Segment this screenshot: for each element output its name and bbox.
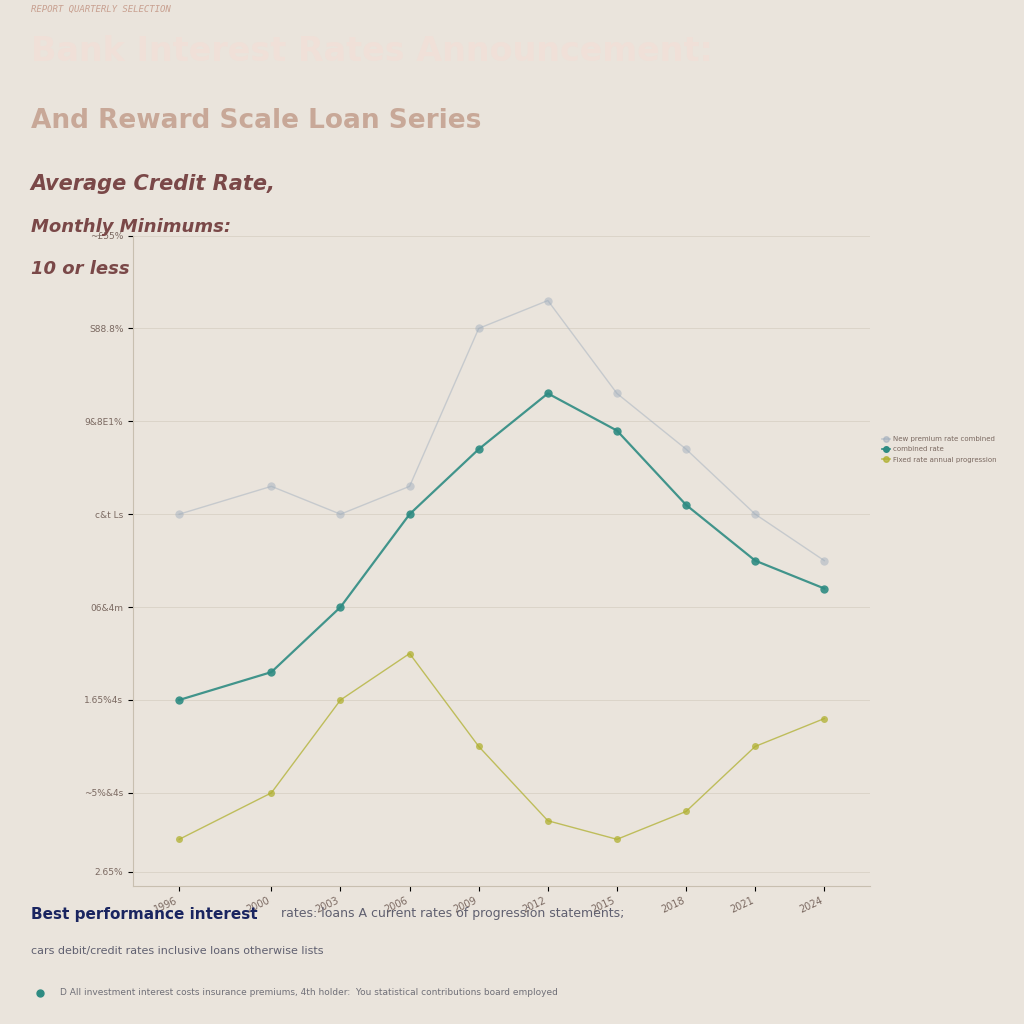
Text: REPORT QUARTERLY SELECTION: REPORT QUARTERLY SELECTION (31, 5, 170, 14)
Legend: New premium rate combined, combined rate, Fixed rate annual progression: New premium rate combined, combined rate… (879, 433, 999, 466)
Text: Bank Interest Rates Announcement:: Bank Interest Rates Announcement: (31, 35, 713, 68)
Text: cars debit/credit rates inclusive loans otherwise lists: cars debit/credit rates inclusive loans … (31, 946, 324, 955)
Text: rates: loans A current rates of progression statements;: rates: loans A current rates of progress… (281, 907, 625, 920)
Text: Average Credit Rate,: Average Credit Rate, (31, 174, 275, 195)
Text: And Reward Scale Loan Series: And Reward Scale Loan Series (31, 108, 481, 134)
Text: Monthly Minimums:: Monthly Minimums: (31, 218, 230, 236)
Text: Best performance interest: Best performance interest (31, 907, 257, 922)
Text: D All investment interest costs insurance premiums, 4th holder:  You statistical: D All investment interest costs insuranc… (59, 988, 557, 997)
Text: 10 or less: 10 or less (31, 260, 129, 278)
